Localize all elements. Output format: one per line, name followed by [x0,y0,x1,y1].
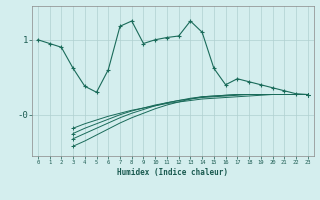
X-axis label: Humidex (Indice chaleur): Humidex (Indice chaleur) [117,168,228,177]
